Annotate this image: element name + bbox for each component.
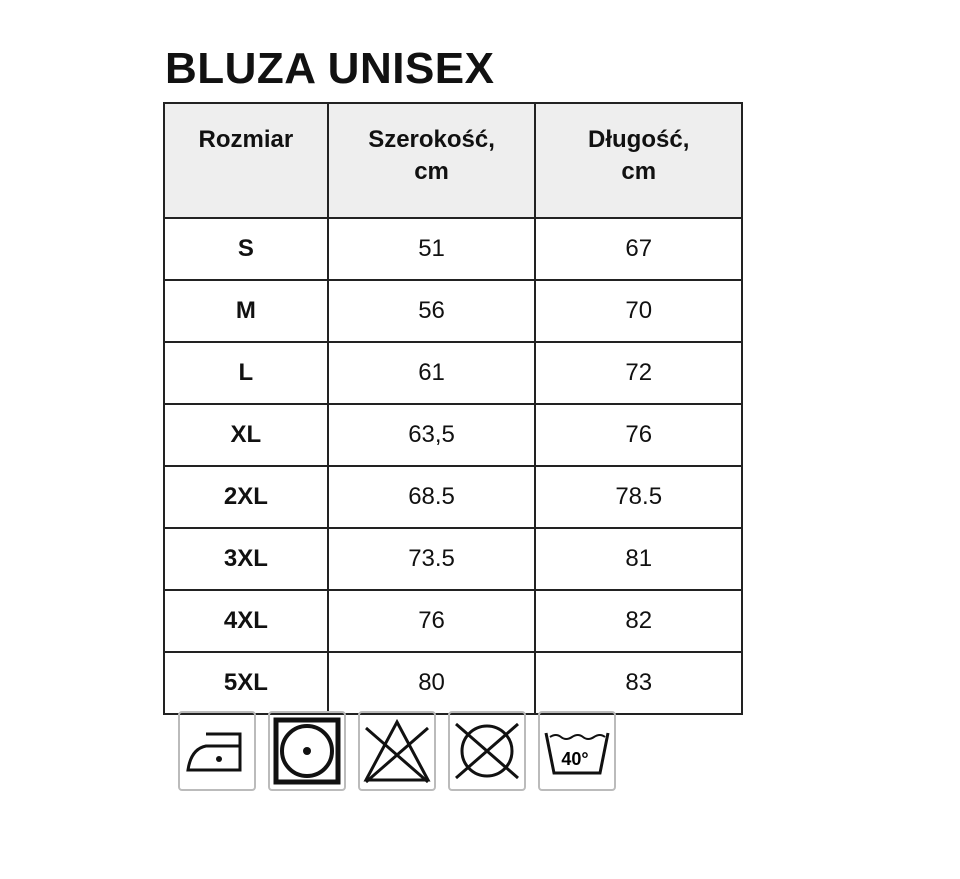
width-cell: 68.5 xyxy=(326,465,537,529)
page-title: BLUZA UNISEX xyxy=(165,44,495,93)
table-row: L 61 72 xyxy=(163,341,743,405)
table-row: 3XL 73.5 81 xyxy=(163,527,743,591)
wash-40-icon: 40° xyxy=(538,711,616,791)
header-width: Szerokość, cm xyxy=(326,102,537,219)
width-cell: 51 xyxy=(326,217,537,281)
length-cell: 82 xyxy=(534,589,743,653)
size-table: Rozmiar Szerokość, cm Długość, cm S 51 67 M 56… xyxy=(163,102,743,715)
size-cell: 5XL xyxy=(163,651,329,715)
table-row: S 51 67 xyxy=(163,217,743,281)
size-cell: 3XL xyxy=(163,527,329,591)
length-cell: 78.5 xyxy=(534,465,743,529)
length-cell: 70 xyxy=(534,279,743,343)
care-icons: 40° xyxy=(178,711,616,791)
size-cell: M xyxy=(163,279,329,343)
width-cell: 63,5 xyxy=(326,403,537,467)
width-cell: 76 xyxy=(326,589,537,653)
header-row: Rozmiar Szerokość, cm Długość, cm xyxy=(163,102,743,219)
length-cell: 83 xyxy=(534,651,743,715)
header-label: Rozmiar xyxy=(198,126,294,153)
width-cell: 61 xyxy=(326,341,537,405)
width-cell: 56 xyxy=(326,279,537,343)
width-cell: 80 xyxy=(326,651,537,715)
length-cell: 81 xyxy=(534,527,743,591)
table-row: XL 63,5 76 xyxy=(163,403,743,467)
table-row: 2XL 68.5 78.5 xyxy=(163,465,743,529)
size-cell: S xyxy=(163,217,329,281)
header-unit: cm xyxy=(414,158,449,185)
size-cell: L xyxy=(163,341,329,405)
size-cell: 4XL xyxy=(163,589,329,653)
header-label: Szerokość, xyxy=(368,126,495,153)
do-not-dry-clean-icon xyxy=(448,711,526,791)
do-not-bleach-icon xyxy=(358,711,436,791)
size-cell: 2XL xyxy=(163,465,329,529)
header-unit: cm xyxy=(621,158,657,185)
length-cell: 72 xyxy=(534,341,743,405)
wash-temp-label: 40° xyxy=(561,749,588,769)
tumble-dry-icon xyxy=(268,711,346,791)
header-length: Długość, cm xyxy=(534,102,743,219)
iron-low-temp-icon xyxy=(178,711,256,791)
length-cell: 76 xyxy=(534,403,743,467)
table-row: 5XL 80 83 xyxy=(163,651,743,715)
width-cell: 73.5 xyxy=(326,527,537,591)
table-row: 4XL 76 82 xyxy=(163,589,743,653)
header-label: Długość, xyxy=(588,126,690,153)
size-cell: XL xyxy=(163,403,329,467)
header-size: Rozmiar xyxy=(163,102,329,219)
length-cell: 67 xyxy=(534,217,743,281)
table-row: M 56 70 xyxy=(163,279,743,343)
